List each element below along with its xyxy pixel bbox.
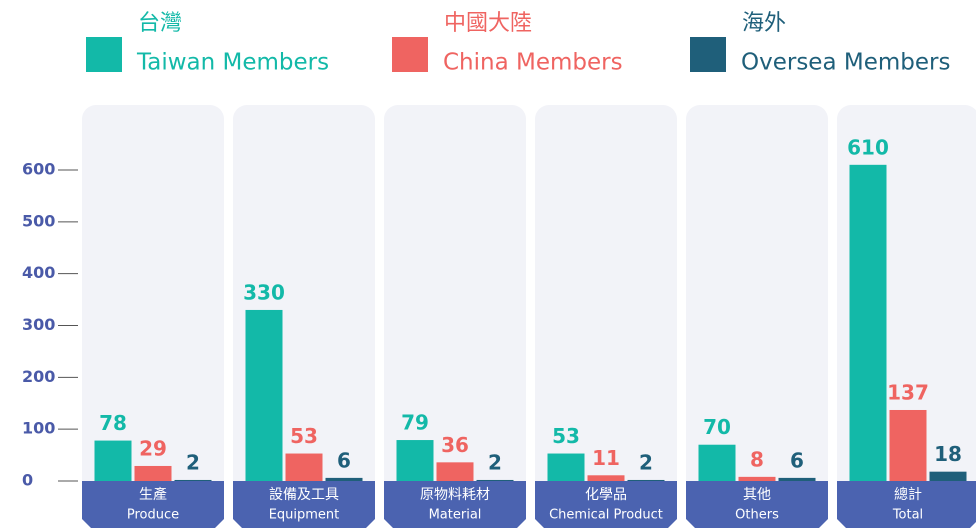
panel (384, 105, 526, 495)
y-tick-label: 200 (22, 367, 55, 386)
category-box (82, 481, 224, 528)
legend-label: China Members (443, 50, 623, 76)
y-tick-label: 300 (22, 315, 55, 334)
bar (698, 444, 736, 481)
x-tick-label: Produce (127, 508, 179, 523)
category-box (535, 481, 677, 528)
value-label: 36 (441, 433, 469, 457)
value-label: 2 (186, 450, 200, 474)
value-label: 2 (488, 450, 502, 474)
value-label: 8 (750, 447, 764, 471)
x-tick-label: Others (735, 508, 779, 523)
legend-label: Oversea Members (741, 50, 950, 76)
bar (134, 465, 172, 481)
bar (587, 475, 625, 481)
x-tick-label: Material (429, 508, 482, 523)
value-label: 78 (99, 411, 127, 435)
panel (535, 105, 677, 495)
value-label: 29 (139, 436, 167, 460)
value-label: 330 (243, 280, 285, 304)
legend-label-zh: 海外 (742, 11, 786, 36)
x-tick-label: Chemical Product (549, 508, 663, 523)
y-tick-label: 600 (22, 160, 55, 179)
bar (547, 453, 585, 481)
y-tick-label: 100 (22, 419, 55, 438)
value-label: 11 (592, 446, 620, 470)
legend-label: Taiwan Members (136, 50, 329, 76)
y-tick-label: 0 (22, 471, 33, 490)
legend-label-zh: 台灣 (138, 11, 182, 36)
category-box (233, 481, 375, 528)
category-box (686, 481, 828, 528)
y-tick-label: 400 (22, 263, 55, 282)
bar (436, 462, 474, 481)
x-tick-label-zh: 原物料耗材 (420, 487, 490, 503)
bar (325, 477, 363, 481)
value-label: 53 (290, 424, 318, 448)
legend-swatch (690, 37, 726, 72)
value-label: 53 (552, 424, 580, 448)
bar (174, 479, 212, 481)
legend-swatch (392, 37, 428, 72)
x-tick-label-zh: 生產 (139, 486, 167, 503)
value-label: 2 (639, 450, 653, 474)
bar (738, 476, 776, 481)
value-label: 70 (703, 415, 731, 439)
bar (94, 440, 132, 481)
x-tick-label: Total (892, 508, 923, 523)
bar (849, 164, 887, 482)
value-label: 6 (790, 448, 804, 472)
bar (285, 453, 323, 481)
value-label: 610 (847, 135, 889, 159)
bar (889, 409, 927, 481)
x-tick-label-zh: 化學品 (585, 487, 627, 503)
panel (686, 105, 828, 495)
category-box (837, 481, 976, 528)
panel (82, 105, 224, 495)
value-label: 137 (887, 380, 929, 404)
bar (396, 440, 434, 481)
legend-swatch (86, 37, 122, 72)
category-box (384, 481, 526, 528)
value-label: 79 (401, 411, 429, 435)
y-tick-label: 500 (22, 211, 55, 230)
bar (476, 479, 514, 481)
value-label: 6 (337, 448, 351, 472)
value-label: 18 (934, 442, 962, 466)
bar (778, 477, 816, 481)
bar (627, 479, 665, 481)
bar (245, 309, 283, 481)
x-tick-label-zh: 設備及工具 (269, 487, 339, 503)
x-tick-label-zh: 總計 (894, 486, 922, 503)
legend-label-zh: 中國大陸 (444, 11, 532, 36)
x-tick-label-zh: 其他 (743, 487, 771, 503)
bar (929, 471, 967, 481)
x-tick-label: Equipment (269, 508, 340, 523)
